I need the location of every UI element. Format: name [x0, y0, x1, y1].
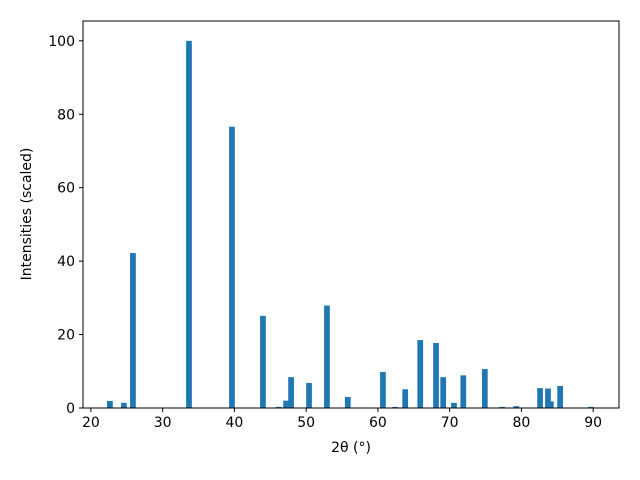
y-tick-label: 80 — [57, 107, 75, 123]
bar — [288, 377, 294, 408]
bar — [402, 389, 409, 408]
x-tick-label: 70 — [441, 415, 459, 431]
y-tick-label: 40 — [57, 254, 75, 270]
bar — [229, 126, 235, 408]
axes-frame — [82, 20, 620, 409]
x-tick-label: 90 — [584, 415, 602, 431]
bar — [433, 343, 439, 408]
bar — [537, 388, 543, 408]
y-tick-label: 20 — [57, 328, 75, 344]
bar — [283, 400, 289, 408]
bar — [276, 406, 282, 408]
y-axis-label: Intensities (scaled) — [19, 148, 35, 281]
bar — [306, 383, 312, 408]
bar — [499, 406, 505, 408]
bar — [380, 372, 386, 408]
bar — [186, 40, 192, 408]
x-tick-label: 60 — [369, 415, 387, 431]
bar — [545, 388, 551, 408]
x-tick-label: 40 — [225, 415, 243, 431]
bar — [260, 315, 266, 408]
x-tick-label: 50 — [297, 415, 315, 431]
bar — [547, 401, 554, 408]
bar — [392, 406, 398, 408]
x-axis-label: 2θ (°) — [331, 440, 371, 456]
bar — [440, 377, 447, 408]
y-tick-label: 60 — [57, 181, 75, 197]
y-tick-label: 100 — [48, 34, 75, 50]
bar — [481, 369, 488, 408]
bar — [324, 305, 330, 408]
bar — [557, 385, 564, 408]
x-tick-label: 20 — [82, 415, 100, 431]
bar — [460, 375, 467, 408]
bar — [513, 406, 520, 408]
x-tick-label: 80 — [513, 415, 531, 431]
bar — [417, 340, 424, 408]
y-tick-label: 0 — [66, 401, 75, 417]
x-tick-label: 30 — [154, 415, 172, 431]
bar — [588, 406, 594, 408]
bar — [121, 402, 127, 408]
bar — [107, 401, 113, 408]
bar — [451, 402, 457, 408]
bar — [130, 253, 136, 408]
bar — [344, 396, 351, 408]
